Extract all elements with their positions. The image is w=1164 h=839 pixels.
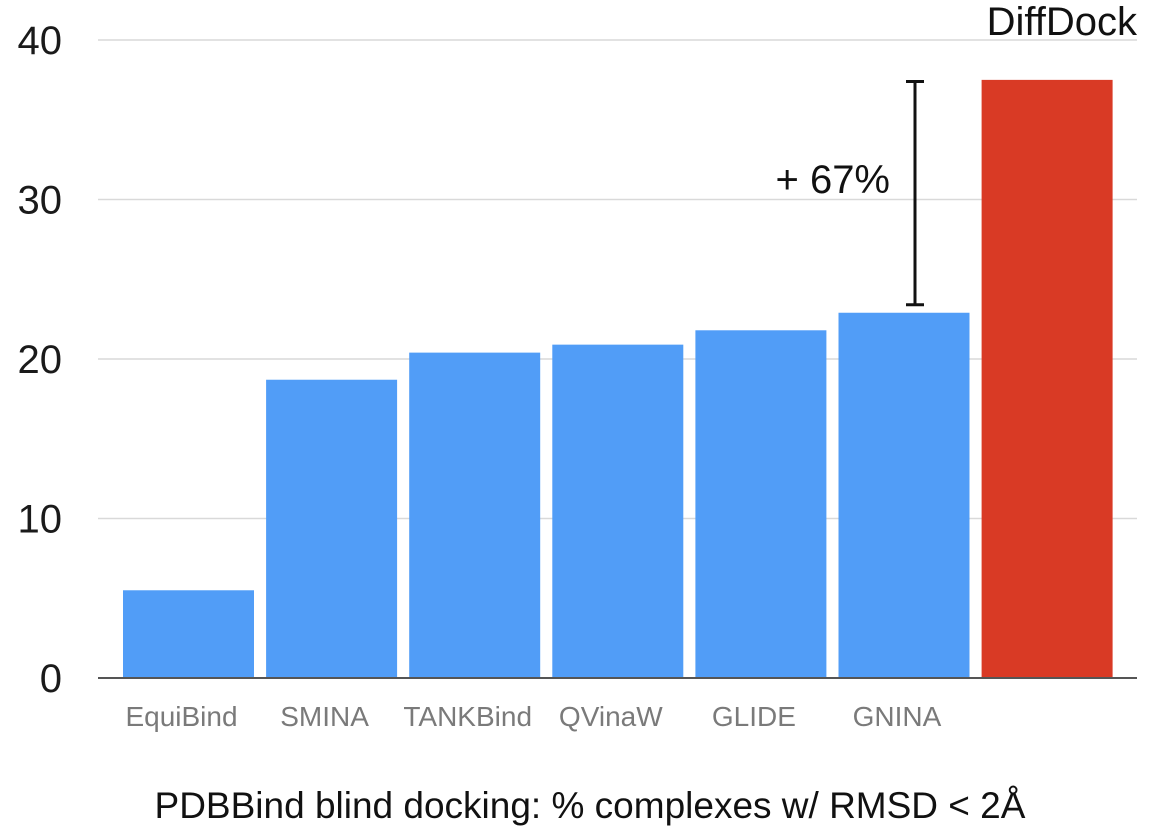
annotation-layer: + 67%	[775, 79, 924, 307]
x-axis-ticks: EquiBind SMINA TANKBind QVinaW GLIDE GNINA Dif…	[125, 0, 1138, 732]
bars	[123, 79, 1113, 678]
x-tick-label: SMINA	[280, 701, 369, 732]
y-tick-label: 10	[18, 498, 63, 542]
x-tick-label: GLIDE	[712, 701, 796, 732]
bar-glide	[695, 330, 827, 678]
bar-smina	[266, 379, 398, 678]
x-tick-label: TANKBind	[403, 701, 532, 732]
bar-label-diffdock: DiffDock	[987, 0, 1138, 44]
bar-qvinaw	[552, 344, 684, 678]
bar-equibind	[123, 590, 254, 678]
bar-diffdock	[981, 79, 1113, 678]
bar-gnina	[838, 312, 970, 678]
chart-title: PDBBind blind docking: % complexes w/ RM…	[155, 785, 1026, 826]
y-tick-label: 30	[18, 179, 63, 223]
y-tick-label: 0	[40, 657, 62, 701]
x-tick-label: GNINA	[853, 701, 942, 732]
x-tick-label: EquiBind	[125, 701, 237, 732]
y-axis-ticks: 0 10 20 30 40	[18, 19, 63, 701]
y-tick-label: 40	[18, 19, 63, 63]
y-tick-label: 20	[18, 338, 63, 382]
bar-tankbind	[409, 352, 541, 678]
improvement-label: + 67%	[775, 158, 890, 202]
x-tick-label: QVinaW	[559, 701, 663, 732]
